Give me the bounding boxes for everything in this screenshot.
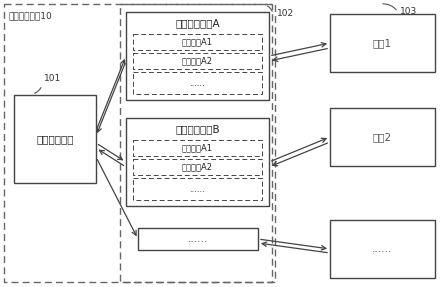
Bar [133,34,262,50]
Bar [330,14,435,72]
Bar [133,53,262,69]
Text: 服务2: 服务2 [373,132,392,142]
Bar [330,108,435,166]
Text: 事务管理系统10: 事务管理系统10 [9,11,53,20]
Text: 102: 102 [277,9,294,18]
Bar [133,140,262,156]
Bar [120,4,275,282]
Text: 103: 103 [400,7,417,16]
Bar [14,95,96,183]
Text: 服务1: 服务1 [373,38,392,48]
Bar [330,220,435,278]
Text: 101: 101 [44,74,61,83]
Bar [126,118,269,206]
Bar [138,228,258,250]
Bar [126,12,269,100]
Text: 通信接口A2: 通信接口A2 [182,57,213,65]
Text: ......: ...... [373,244,392,254]
Bar [133,159,262,175]
Text: 通信接口A1: 通信接口A1 [182,144,213,152]
Text: ......: ...... [190,185,206,193]
Text: 事务协调模块: 事务协调模块 [36,134,74,144]
Text: 事务适配模块B: 事务适配模块B [175,124,220,134]
Text: ......: ...... [188,234,208,244]
Bar [4,4,272,282]
Text: ......: ...... [190,79,206,88]
Text: 通信接口A1: 通信接口A1 [182,38,213,46]
Text: 事务适配模块A: 事务适配模块A [175,18,220,28]
Bar [133,72,262,94]
Text: 通信接口A2: 通信接口A2 [182,162,213,172]
Bar [133,178,262,200]
